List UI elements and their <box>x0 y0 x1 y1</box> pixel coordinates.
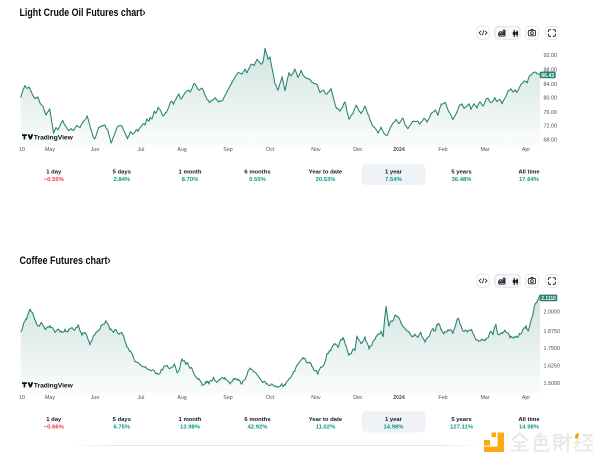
svg-text:127.11%: 127.11% <box>450 424 474 430</box>
svg-text:1 year: 1 year <box>385 417 403 423</box>
svg-text:Aug: Aug <box>177 395 186 401</box>
svg-text:86.43: 86.43 <box>541 73 554 79</box>
svg-text:10: 10 <box>19 147 25 153</box>
svg-text:11.02%: 11.02% <box>316 424 336 430</box>
svg-text:14.98%: 14.98% <box>384 424 405 430</box>
svg-text:88.00: 88.00 <box>544 68 558 74</box>
svg-text:Mar: Mar <box>480 395 489 401</box>
svg-text:−0.66%: −0.66% <box>44 424 65 430</box>
svg-text:17.64%: 17.64% <box>519 177 540 183</box>
svg-text:80.00: 80.00 <box>544 96 558 102</box>
svg-text:84.00: 84.00 <box>544 82 558 88</box>
svg-text:6 months: 6 months <box>244 417 271 423</box>
svg-text:Dec: Dec <box>353 395 363 401</box>
svg-text:5 years: 5 years <box>451 169 472 175</box>
svg-text:Dec: Dec <box>353 147 363 153</box>
svg-text:Jun: Jun <box>91 147 100 153</box>
svg-text:Jul: Jul <box>138 147 145 153</box>
svg-text:1 month: 1 month <box>179 169 202 175</box>
svg-text:Year to date: Year to date <box>309 169 343 175</box>
svg-text:May: May <box>45 147 55 153</box>
svg-text:All time: All time <box>518 169 540 175</box>
svg-text:1 day: 1 day <box>46 169 62 175</box>
svg-text:1.6250: 1.6250 <box>544 363 561 369</box>
svg-text:6.75%: 6.75% <box>113 424 130 430</box>
svg-text:0.55%: 0.55% <box>249 177 266 183</box>
svg-text:Feb: Feb <box>438 147 447 153</box>
svg-text:1 day: 1 day <box>46 417 62 423</box>
svg-text:Jun: Jun <box>91 395 100 401</box>
svg-text:1 year: 1 year <box>385 169 403 175</box>
svg-text:14.98%: 14.98% <box>519 424 540 430</box>
svg-text:Apr: Apr <box>522 395 530 401</box>
svg-text:5 years: 5 years <box>451 417 472 423</box>
svg-text:5 days: 5 days <box>113 169 132 175</box>
svg-text:Sep: Sep <box>223 147 232 153</box>
svg-text:10: 10 <box>19 395 25 401</box>
svg-text:TradingView: TradingView <box>34 382 74 389</box>
svg-text:Light Crude Oil Futures chart›: Light Crude Oil Futures chart› <box>20 7 146 19</box>
svg-text:68.00: 68.00 <box>544 138 558 144</box>
svg-text:76.00: 76.00 <box>544 110 558 116</box>
svg-text:42.92%: 42.92% <box>248 424 269 430</box>
svg-text:Feb: Feb <box>438 395 447 401</box>
svg-text:6 months: 6 months <box>244 169 271 175</box>
svg-text:7.54%: 7.54% <box>385 177 402 183</box>
svg-text:2.1110: 2.1110 <box>541 296 556 302</box>
svg-text:8.70%: 8.70% <box>182 177 199 183</box>
svg-text:5 days: 5 days <box>113 417 132 423</box>
svg-text:20.53%: 20.53% <box>316 177 337 183</box>
svg-text:Oct: Oct <box>266 147 275 153</box>
svg-text:Year to date: Year to date <box>309 417 343 423</box>
svg-text:72.00: 72.00 <box>544 123 558 129</box>
svg-text:1.7500: 1.7500 <box>544 346 561 352</box>
svg-text:Mar: Mar <box>480 147 489 153</box>
svg-text:Apr: Apr <box>522 147 530 153</box>
svg-text:2024: 2024 <box>393 147 405 153</box>
svg-text:Coffee Futures chart›: Coffee Futures chart› <box>20 255 111 267</box>
svg-text:Nov: Nov <box>311 147 321 153</box>
svg-text:Sep: Sep <box>223 395 232 401</box>
svg-text:Jul: Jul <box>138 395 145 401</box>
svg-text:TradingView: TradingView <box>34 134 74 141</box>
svg-text:1 month: 1 month <box>179 417 202 423</box>
svg-text:1.5000: 1.5000 <box>544 381 561 387</box>
svg-text:All time: All time <box>518 417 540 423</box>
svg-text:13.98%: 13.98% <box>180 424 201 430</box>
svg-text:Oct: Oct <box>266 395 275 401</box>
svg-text:2024: 2024 <box>393 395 405 401</box>
svg-text:2.84%: 2.84% <box>113 177 130 183</box>
svg-text:May: May <box>45 395 55 401</box>
svg-text:Nov: Nov <box>311 395 321 401</box>
svg-text:Aug: Aug <box>177 147 186 153</box>
svg-text:1.8750: 1.8750 <box>544 329 561 335</box>
svg-text:92.00: 92.00 <box>544 53 558 59</box>
svg-text:36.48%: 36.48% <box>452 177 473 183</box>
svg-text:−0.55%: −0.55% <box>44 177 65 183</box>
svg-text:2.0000: 2.0000 <box>544 310 561 316</box>
